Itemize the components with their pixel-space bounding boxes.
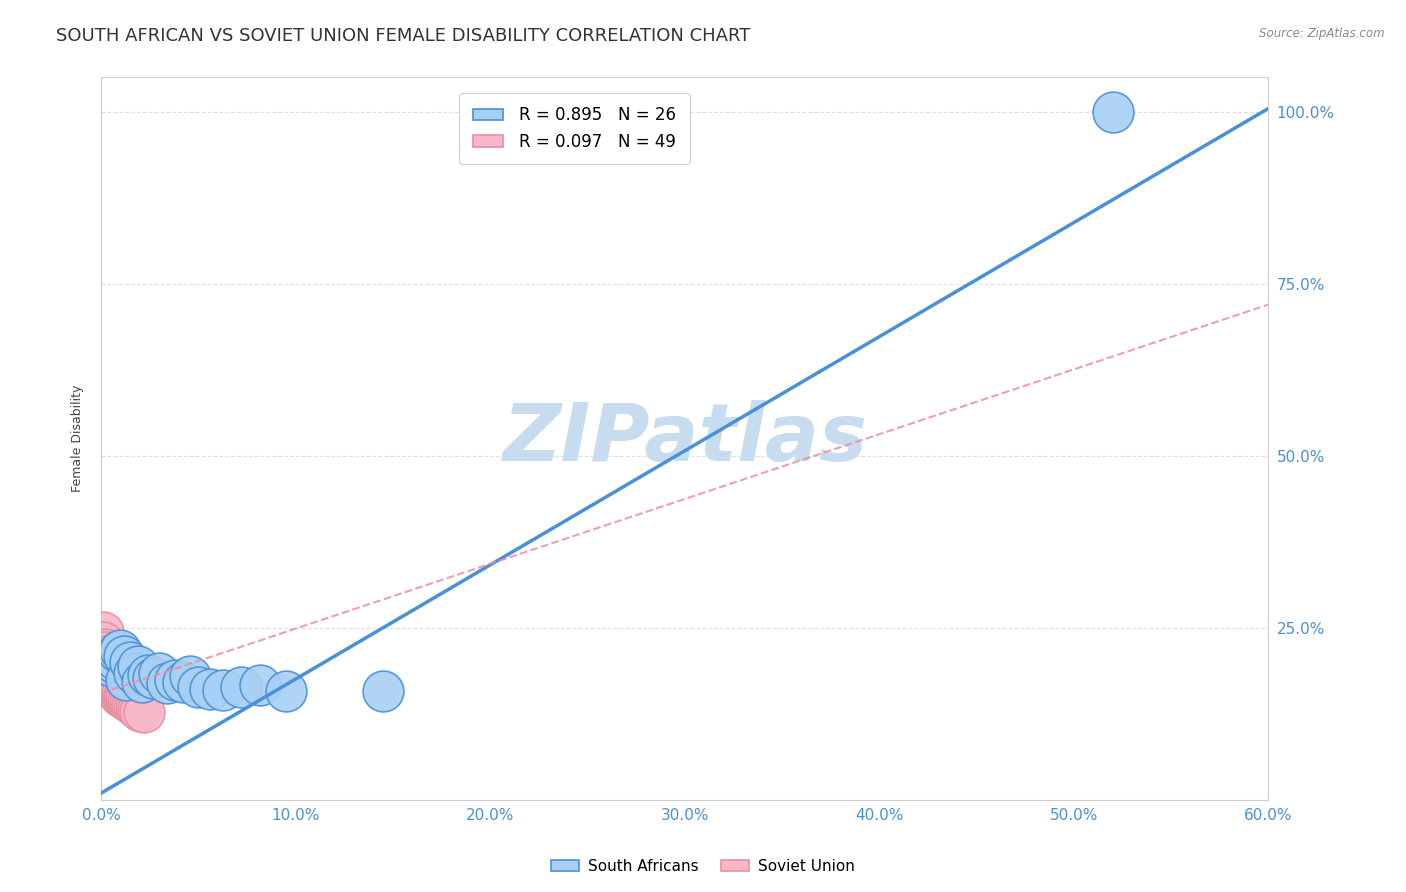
Point: [97, 664, 120, 678]
Point: [115, 693, 138, 707]
Point: [94, 645, 117, 659]
Point: [136, 668, 159, 682]
Point: [229, 680, 252, 694]
Point: [100, 673, 122, 687]
Point: [131, 674, 153, 689]
Point: [121, 697, 143, 711]
Point: [103, 680, 125, 694]
Point: [103, 652, 125, 666]
Point: [103, 681, 125, 696]
Point: [172, 674, 194, 689]
Point: [100, 659, 122, 673]
Point: [112, 689, 135, 703]
Point: [96, 659, 118, 673]
Point: [127, 659, 149, 673]
Point: [112, 691, 135, 706]
Point: [111, 690, 134, 704]
Point: [163, 673, 186, 687]
Point: [105, 684, 128, 698]
Point: [148, 665, 170, 680]
Point: [198, 681, 221, 696]
Point: [97, 665, 120, 680]
Point: [97, 668, 120, 682]
Point: [110, 643, 132, 657]
Text: ZIPatlas: ZIPatlas: [502, 400, 868, 478]
Legend: South Africans, Soviet Union: South Africans, Soviet Union: [546, 853, 860, 880]
Point: [117, 693, 139, 707]
Point: [212, 683, 235, 698]
Point: [101, 656, 124, 670]
Point: [101, 680, 124, 694]
Point: [100, 671, 122, 685]
Point: [274, 684, 297, 698]
Point: [120, 656, 142, 670]
Y-axis label: Female Disability: Female Disability: [72, 385, 84, 492]
Point: [132, 705, 155, 719]
Point: [107, 681, 129, 696]
Point: [105, 681, 128, 696]
Point: [105, 683, 128, 698]
Point: [100, 674, 122, 689]
Point: [110, 689, 132, 703]
Point: [122, 698, 145, 713]
Point: [96, 662, 118, 676]
Point: [128, 704, 150, 718]
Text: SOUTH AFRICAN VS SOVIET UNION FEMALE DISABILITY CORRELATION CHART: SOUTH AFRICAN VS SOVIET UNION FEMALE DIS…: [56, 27, 751, 45]
Point: [371, 684, 394, 698]
Legend: R = 0.895   N = 26, R = 0.097   N = 49: R = 0.895 N = 26, R = 0.097 N = 49: [460, 93, 690, 164]
Point: [101, 677, 124, 691]
Point: [107, 684, 129, 698]
Point: [97, 661, 120, 675]
Point: [100, 669, 122, 683]
Point: [91, 624, 114, 639]
Point: [156, 676, 179, 690]
Point: [107, 686, 129, 700]
Point: [179, 669, 201, 683]
Point: [111, 686, 134, 700]
Point: [101, 676, 124, 690]
Point: [94, 641, 117, 656]
Point: [96, 648, 118, 663]
Point: [94, 645, 117, 659]
Text: Source: ZipAtlas.com: Source: ZipAtlas.com: [1260, 27, 1385, 40]
Point: [103, 677, 125, 691]
Point: [96, 652, 118, 666]
Point: [91, 635, 114, 649]
Point: [115, 673, 138, 687]
Point: [115, 690, 138, 704]
Point: [110, 684, 132, 698]
Point: [187, 680, 209, 694]
Point: [122, 665, 145, 680]
Point: [101, 674, 124, 689]
Point: [127, 701, 149, 715]
Point: [107, 645, 129, 659]
Point: [96, 656, 118, 670]
Point: [91, 645, 114, 659]
Point: [249, 677, 271, 691]
Point: [1101, 104, 1123, 119]
Point: [112, 648, 135, 663]
Point: [142, 671, 165, 685]
Point: [94, 652, 117, 666]
Point: [125, 699, 148, 714]
Point: [120, 695, 142, 709]
